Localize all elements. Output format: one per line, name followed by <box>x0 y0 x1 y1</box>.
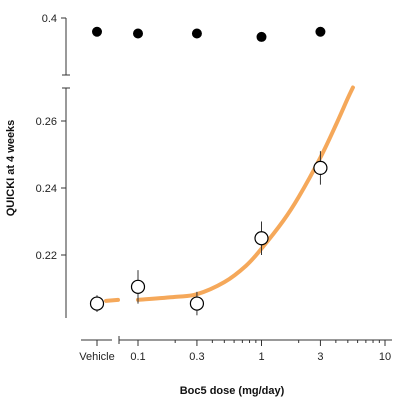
filled-point <box>191 28 202 39</box>
open-point <box>254 231 269 246</box>
filled-point <box>315 26 326 37</box>
x-axis-title: Boc5 dose (mg/day) <box>180 385 285 397</box>
filled-point <box>133 28 143 39</box>
open-point <box>89 296 105 311</box>
y-tick-label: 0.24 <box>36 183 57 195</box>
x-tick-label: 0.3 <box>189 351 204 363</box>
y-tick-label-upper: 0.4 <box>42 13 57 25</box>
open-point <box>130 279 146 294</box>
x-tick-label-vehicle: Vehicle <box>79 351 114 363</box>
y-axis-title: QUICKI at 4 weeks <box>5 120 17 217</box>
x-ticks: 0.1 0.3 1 3 10 <box>130 340 391 363</box>
x-tick-label: 10 <box>379 351 391 363</box>
data-points <box>89 26 328 316</box>
open-point <box>189 296 205 311</box>
x-tick-label: 0.1 <box>130 351 145 363</box>
y-tick-label: 0.22 <box>36 250 57 262</box>
fit-curve <box>136 85 355 302</box>
fit-curve-vehicle-stub <box>104 297 120 303</box>
y-lower-ticks: 0.22 0.24 0.26 <box>36 116 66 262</box>
open-point <box>313 160 328 175</box>
x-tick-label: 1 <box>258 351 264 363</box>
filled-point <box>256 31 267 42</box>
x-tick-label: 3 <box>317 351 323 363</box>
y-tick-label: 0.26 <box>36 116 57 128</box>
filled-point <box>92 26 102 37</box>
